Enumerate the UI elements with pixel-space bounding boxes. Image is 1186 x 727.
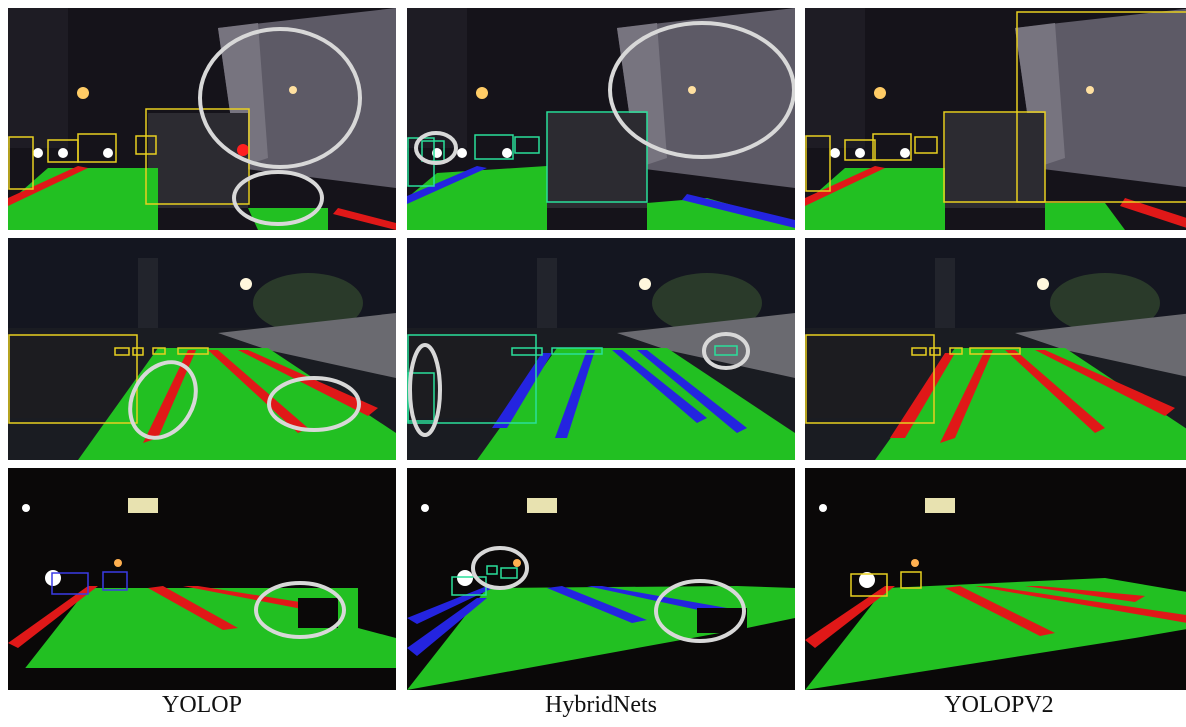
highlight-ellipse	[702, 332, 750, 370]
lane-line	[407, 598, 487, 656]
lane-line	[637, 350, 747, 433]
highlight-ellipse	[408, 343, 442, 437]
highlight-ellipse	[198, 27, 362, 169]
highlight-ellipse	[267, 376, 361, 432]
scene-image	[805, 468, 1186, 690]
lane-line	[8, 586, 98, 648]
highlight-ellipse	[232, 170, 324, 226]
column-label-yolop: YOLOP	[161, 692, 242, 718]
detection-box	[177, 347, 209, 355]
lane-line	[682, 194, 795, 228]
detection-box	[546, 111, 648, 203]
detection-box	[474, 134, 514, 160]
scene-image	[8, 238, 396, 460]
detection-box	[145, 108, 250, 205]
detection-box	[969, 347, 1021, 355]
highlight-ellipse	[471, 546, 529, 590]
lane-line	[547, 586, 647, 623]
lane-line	[238, 350, 378, 416]
detection-box	[8, 136, 34, 190]
lane-line	[945, 586, 1055, 636]
scene-image	[805, 238, 1186, 460]
panel-yolop-truck-scene	[8, 8, 396, 230]
lane-line	[8, 166, 88, 206]
drivable-area	[1045, 203, 1125, 230]
panel-yolop-dark-road-scene	[8, 468, 396, 690]
scene-image	[407, 238, 795, 460]
detection-box	[77, 133, 117, 163]
panel-yolopv2-parked-car-scene	[805, 238, 1186, 460]
column-label-yolopv2: YOLOPV2	[944, 692, 1054, 718]
detection-box	[805, 334, 935, 424]
detection-box	[511, 347, 543, 356]
panel-yolop-parked-car-scene	[8, 238, 396, 460]
detection-box	[407, 372, 435, 422]
lane-line	[492, 353, 552, 428]
detection-box	[514, 136, 540, 154]
lane-line	[1035, 350, 1175, 416]
lane-line	[612, 350, 707, 423]
lane-line	[805, 586, 895, 648]
lane-line	[148, 586, 238, 630]
drivable-area	[647, 198, 795, 230]
detection-box	[152, 347, 166, 355]
detection-box	[8, 334, 138, 424]
detection-box	[102, 571, 128, 591]
column-label-hybridnets: HybridNets	[545, 692, 657, 718]
scene-image	[8, 8, 396, 230]
detection-box	[914, 136, 938, 154]
highlight-ellipse	[414, 131, 458, 165]
detection-box	[51, 572, 89, 595]
lane-line	[555, 350, 595, 438]
detection-box	[844, 139, 876, 161]
scene-image	[407, 468, 795, 690]
detection-box	[943, 111, 1046, 203]
detection-box	[949, 347, 963, 355]
scene-image	[805, 8, 1186, 230]
detection-box	[500, 567, 518, 579]
lane-line	[975, 586, 1186, 623]
scene-image	[407, 8, 795, 230]
lane-line	[805, 166, 885, 206]
panel-hybridnets-parked-car-scene	[407, 238, 795, 460]
lane-line	[940, 350, 993, 443]
scene-image	[8, 468, 396, 690]
lane-line	[143, 350, 196, 443]
lane-line	[1120, 198, 1186, 228]
highlight-ellipse	[128, 360, 198, 440]
detection-box	[132, 347, 144, 356]
panel-hybridnets-dark-road-scene	[407, 468, 795, 690]
detection-box	[1016, 11, 1186, 203]
lane-line	[1025, 586, 1145, 602]
detection-box	[872, 133, 912, 161]
highlight-ellipse	[254, 581, 346, 639]
panel-hybridnets-truck-scene	[407, 8, 795, 230]
detection-box	[714, 345, 738, 356]
detection-box	[850, 573, 888, 597]
panel-yolopv2-dark-road-scene	[805, 468, 1186, 690]
lane-line	[208, 350, 308, 433]
detection-box	[486, 565, 498, 575]
highlight-ellipse	[608, 21, 795, 159]
lane-line	[333, 208, 396, 230]
lane-line	[407, 166, 487, 204]
detection-box	[114, 347, 130, 356]
lane-line	[890, 353, 955, 438]
detection-box	[551, 347, 603, 355]
detection-box	[911, 347, 927, 356]
drivable-area	[477, 348, 795, 460]
detection-box	[900, 571, 922, 589]
highlight-ellipse	[654, 579, 746, 643]
panel-yolopv2-truck-scene	[805, 8, 1186, 230]
detection-box	[805, 135, 831, 192]
lane-line	[1005, 350, 1105, 433]
detection-box	[929, 347, 941, 356]
